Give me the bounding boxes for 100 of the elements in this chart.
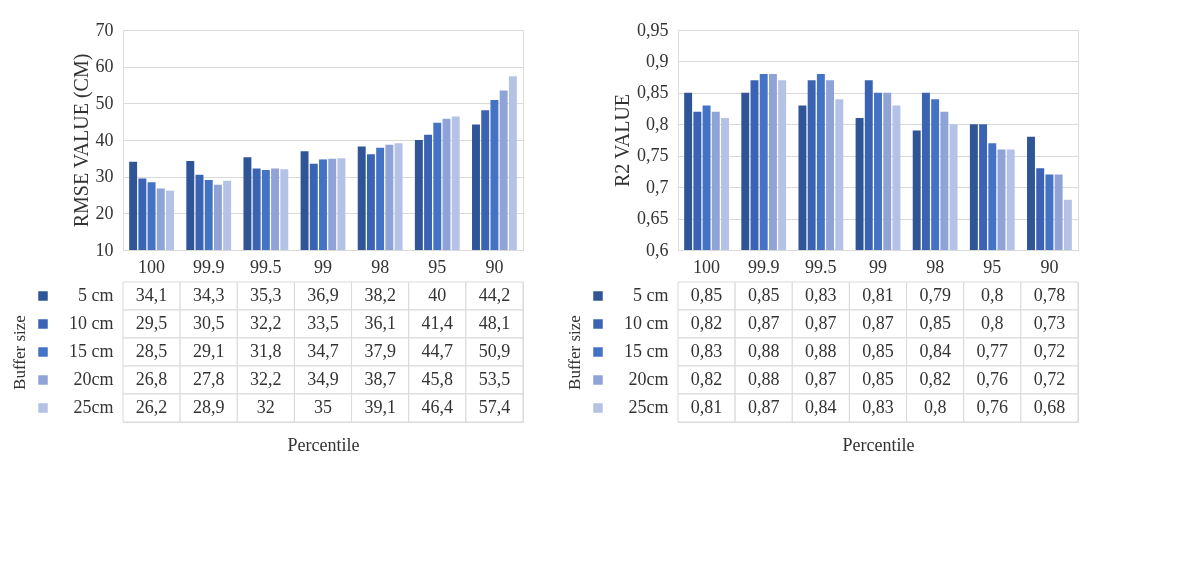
data-label: 34,1	[135, 285, 168, 305]
data-label: 0,76	[976, 397, 1009, 417]
data-label: 29,1	[192, 341, 225, 361]
legend-label: 25cm	[628, 397, 669, 417]
x-tick-label: 99	[869, 256, 887, 277]
data-label: 38,7	[364, 369, 396, 389]
legend-label: 15 cm	[69, 341, 114, 361]
data-label: 26,8	[135, 369, 168, 389]
data-label: 0,85	[690, 285, 723, 305]
data-label: 33,5	[307, 313, 339, 333]
data-label: 45,8	[421, 369, 454, 389]
data-label: 0,84	[805, 397, 837, 417]
y-tick-label: 0,9	[646, 50, 669, 71]
data-label: 32,2	[250, 313, 282, 333]
y-tick-label: 50	[95, 92, 114, 113]
x-tick-label: 100	[693, 256, 721, 277]
data-label: 0,87	[805, 313, 837, 333]
data-label: 0,79	[919, 285, 951, 305]
y-tick-label: 70	[95, 19, 114, 40]
x-tick-label: 95	[428, 256, 447, 277]
data-label: 28,9	[192, 397, 225, 417]
data-label: 0,84	[919, 341, 951, 361]
data-label: 0,88	[747, 369, 780, 389]
data-label: 34,7	[307, 341, 339, 361]
data-label: 0,88	[805, 341, 837, 361]
y-tick-label: 60	[95, 56, 114, 77]
data-label: 28,5	[135, 341, 168, 361]
data-label: 0,85	[862, 369, 894, 389]
data-label: 0,76	[976, 369, 1009, 389]
legend-label: 5 cm	[633, 285, 669, 305]
data-label: 0,78	[1033, 285, 1066, 305]
data-label: 0,85	[862, 341, 894, 361]
x-tick-label: 99.5	[805, 256, 837, 277]
y-tick-label: 40	[95, 129, 114, 150]
legend-label: 20cm	[73, 369, 114, 389]
data-label: 50,9	[478, 341, 511, 361]
data-label: 38,2	[364, 285, 396, 305]
data-label: 0,87	[747, 313, 780, 333]
legend-label: 5 cm	[78, 285, 114, 305]
y-tick-label: 0,7	[646, 176, 669, 197]
data-label: 37,9	[364, 341, 396, 361]
y-axis-title: RMSE VALUE (CM)	[69, 53, 93, 228]
x-axis-title: Percentile	[842, 434, 915, 455]
x-tick-label: 99.9	[747, 256, 780, 277]
data-label: 36,9	[307, 285, 339, 305]
legend-label: 15 cm	[624, 341, 669, 361]
data-label: 30,5	[192, 313, 225, 333]
data-label: 34,9	[307, 369, 339, 389]
data-label: 0,73	[1033, 313, 1066, 333]
data-label: 46,4	[421, 397, 454, 417]
data-label: 40	[428, 285, 447, 305]
data-label: 0,82	[919, 369, 951, 389]
y-tick-label: 0,75	[637, 145, 669, 166]
data-label: 31,8	[250, 341, 282, 361]
data-label: 0,8	[923, 397, 947, 417]
data-label: 0,87	[747, 397, 780, 417]
data-label: 27,8	[192, 369, 225, 389]
data-label: 0,83	[805, 285, 837, 305]
legend-title: Buffer size	[10, 315, 30, 390]
data-label: 57,4	[478, 397, 511, 417]
data-label: 44,7	[421, 341, 454, 361]
data-label: 0,82	[690, 313, 723, 333]
y-tick-label: 0,65	[637, 208, 669, 229]
data-label: 41,4	[421, 313, 454, 333]
data-label: 32,2	[250, 369, 282, 389]
data-label: 0,83	[862, 397, 894, 417]
data-label: 0,83	[690, 341, 723, 361]
y-tick-label: 10	[95, 239, 114, 260]
data-label: 26,2	[135, 397, 168, 417]
y-axis-title: R2 VALUE	[611, 93, 633, 188]
data-label: 0,85	[919, 313, 951, 333]
data-label: 0,8	[981, 313, 1004, 333]
data-label: 39,1	[364, 397, 396, 417]
x-tick-label: 95	[983, 256, 1002, 277]
y-tick-label: 0,6	[646, 239, 669, 260]
legend-label: 10 cm	[69, 313, 114, 333]
legend-title: Buffer size	[565, 315, 585, 390]
data-label: 0,68	[1033, 397, 1066, 417]
data-label: 53,5	[478, 369, 511, 389]
y-tick-label: 0,85	[637, 82, 669, 103]
data-label: 0,72	[1033, 369, 1066, 389]
x-tick-label: 99.5	[250, 256, 282, 277]
x-tick-label: 99.9	[192, 256, 225, 277]
data-label: 35	[314, 397, 332, 417]
legend-label: 25cm	[73, 397, 114, 417]
legend-label: 10 cm	[624, 313, 669, 333]
x-tick-label: 99	[314, 256, 332, 277]
data-label: 0,81	[862, 285, 894, 305]
data-label: 0,77	[976, 341, 1009, 361]
y-tick-label: 30	[95, 166, 114, 187]
x-tick-label: 90	[1040, 256, 1059, 277]
data-label: 0,8	[981, 285, 1004, 305]
x-tick-label: 100	[138, 256, 166, 277]
data-label: 0,87	[862, 313, 894, 333]
data-label: 48,1	[478, 313, 511, 333]
x-axis-title: Percentile	[287, 434, 360, 455]
data-label: 0,87	[805, 369, 837, 389]
data-label: 44,2	[478, 285, 511, 305]
x-tick-label: 98	[926, 256, 945, 277]
x-tick-label: 98	[371, 256, 390, 277]
